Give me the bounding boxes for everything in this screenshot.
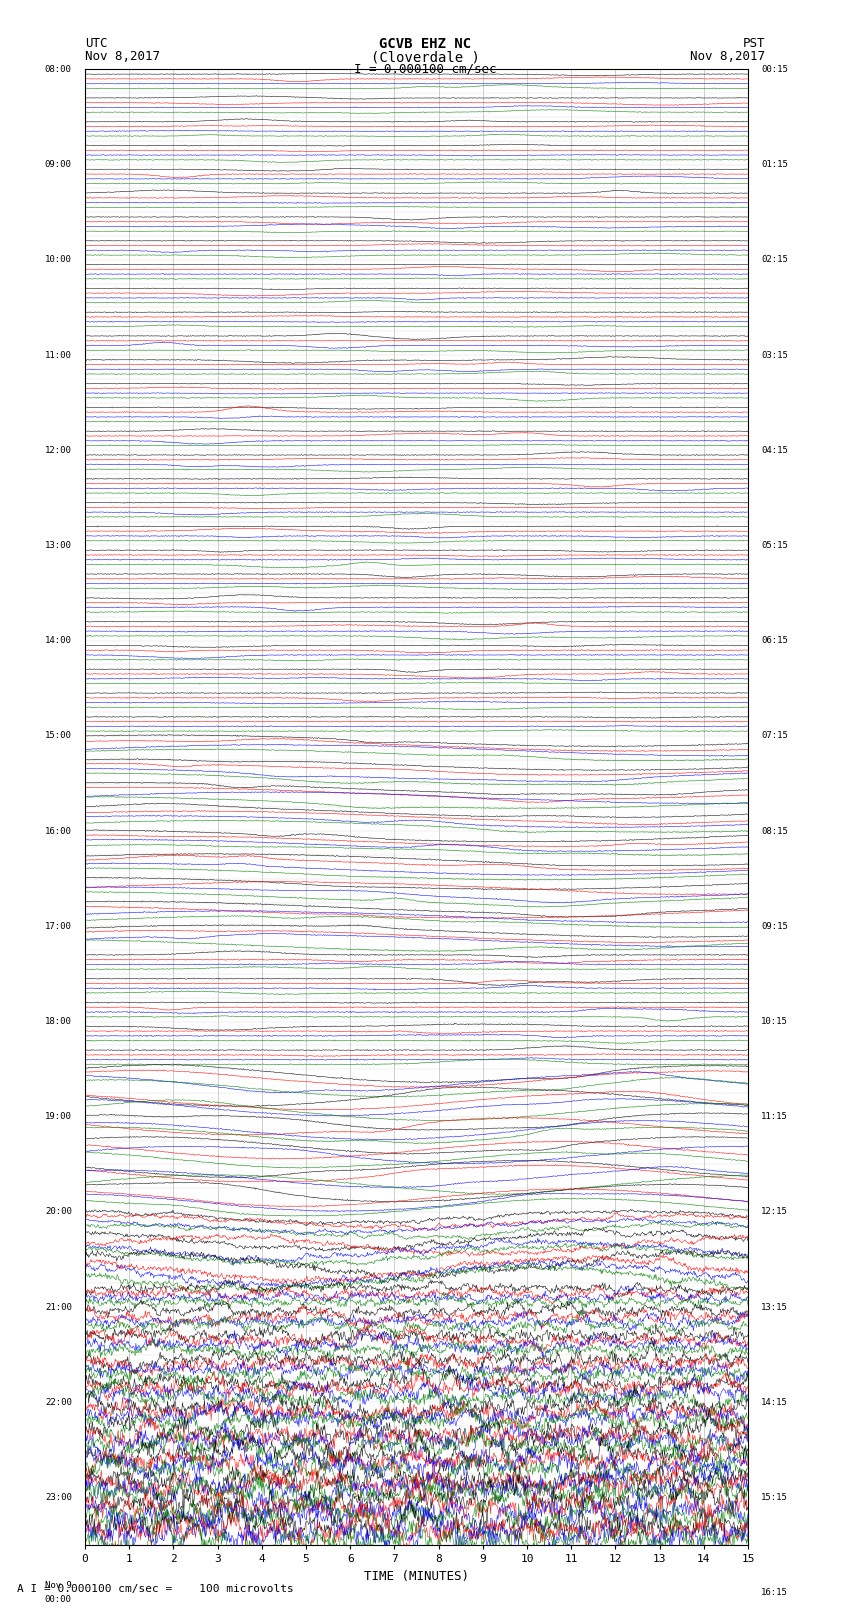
Text: 21:00: 21:00 bbox=[45, 1303, 71, 1311]
Text: (Cloverdale ): (Cloverdale ) bbox=[371, 50, 479, 65]
Text: 13:00: 13:00 bbox=[45, 540, 71, 550]
Text: Nov 9: Nov 9 bbox=[45, 1581, 71, 1590]
Text: 00:00: 00:00 bbox=[45, 1595, 71, 1605]
Text: PST: PST bbox=[743, 37, 765, 50]
Text: 03:15: 03:15 bbox=[762, 350, 788, 360]
Text: UTC: UTC bbox=[85, 37, 107, 50]
Text: 20:00: 20:00 bbox=[45, 1208, 71, 1216]
Text: 08:00: 08:00 bbox=[45, 65, 71, 74]
Text: Nov 8,2017: Nov 8,2017 bbox=[690, 50, 765, 63]
Text: 08:15: 08:15 bbox=[762, 826, 788, 836]
Text: 14:00: 14:00 bbox=[45, 636, 71, 645]
X-axis label: TIME (MINUTES): TIME (MINUTES) bbox=[364, 1569, 469, 1582]
Text: 19:00: 19:00 bbox=[45, 1113, 71, 1121]
Text: 06:15: 06:15 bbox=[762, 636, 788, 645]
Text: GCVB EHZ NC: GCVB EHZ NC bbox=[379, 37, 471, 52]
Text: 01:15: 01:15 bbox=[762, 160, 788, 169]
Text: A I = 0.000100 cm/sec =    100 microvolts: A I = 0.000100 cm/sec = 100 microvolts bbox=[17, 1584, 294, 1594]
Text: 22:00: 22:00 bbox=[45, 1398, 71, 1407]
Text: 09:00: 09:00 bbox=[45, 160, 71, 169]
Text: 14:15: 14:15 bbox=[762, 1398, 788, 1407]
Text: 05:15: 05:15 bbox=[762, 540, 788, 550]
Text: 11:00: 11:00 bbox=[45, 350, 71, 360]
Text: 11:15: 11:15 bbox=[762, 1113, 788, 1121]
Text: 12:00: 12:00 bbox=[45, 445, 71, 455]
Text: 04:15: 04:15 bbox=[762, 445, 788, 455]
Text: 00:15: 00:15 bbox=[762, 65, 788, 74]
Text: 16:15: 16:15 bbox=[762, 1589, 788, 1597]
Text: 13:15: 13:15 bbox=[762, 1303, 788, 1311]
Text: 09:15: 09:15 bbox=[762, 923, 788, 931]
Text: 15:00: 15:00 bbox=[45, 731, 71, 740]
Text: 10:00: 10:00 bbox=[45, 255, 71, 265]
Text: I = 0.000100 cm/sec: I = 0.000100 cm/sec bbox=[354, 63, 496, 76]
Text: 15:15: 15:15 bbox=[762, 1494, 788, 1502]
Text: 18:00: 18:00 bbox=[45, 1018, 71, 1026]
Text: 10:15: 10:15 bbox=[762, 1018, 788, 1026]
Text: 07:15: 07:15 bbox=[762, 731, 788, 740]
Text: 02:15: 02:15 bbox=[762, 255, 788, 265]
Text: 16:00: 16:00 bbox=[45, 826, 71, 836]
Text: 23:00: 23:00 bbox=[45, 1494, 71, 1502]
Text: 17:00: 17:00 bbox=[45, 923, 71, 931]
Text: 12:15: 12:15 bbox=[762, 1208, 788, 1216]
Text: Nov 8,2017: Nov 8,2017 bbox=[85, 50, 160, 63]
